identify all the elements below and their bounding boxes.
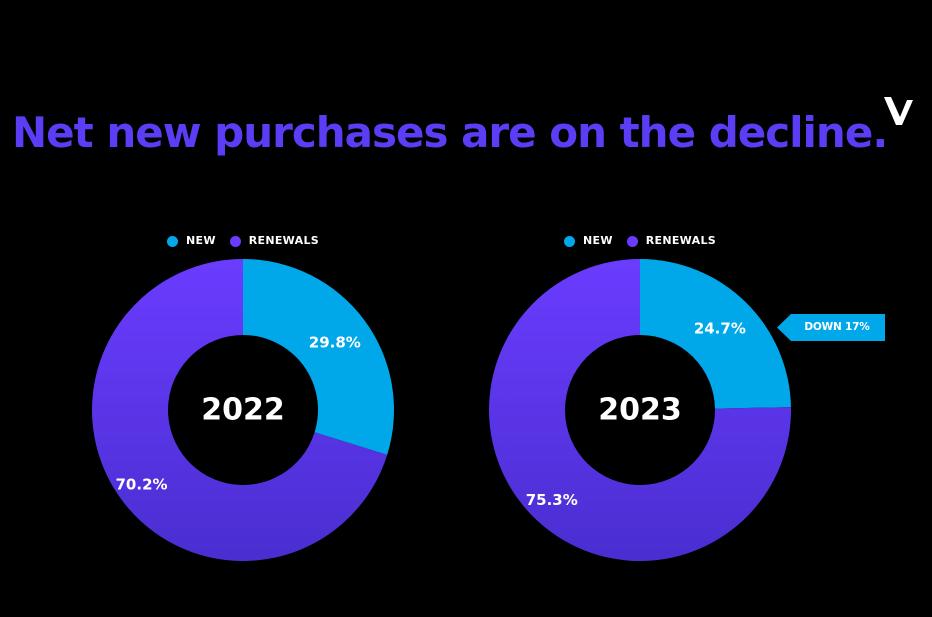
slice-new: [640, 259, 791, 409]
v-logo-icon: [881, 94, 917, 128]
donut-svg: 24.7% 75.3% 2023: [489, 259, 791, 561]
legend-swatch-renewals: [626, 235, 638, 247]
donut-chart-2022: NEW RENEWALS 29.8% 70.2% 2022: [83, 228, 403, 573]
center-year-label: 2022: [201, 393, 285, 428]
slice-renewals: [489, 259, 791, 561]
legend-label-renewals: RENEWALS: [645, 234, 716, 247]
donut-svg: 29.8% 70.2% 2022: [92, 259, 394, 561]
slice-label-new: 29.8%: [309, 333, 361, 351]
chart-legend: NEW RENEWALS: [83, 228, 403, 254]
chart-legend: NEW RENEWALS: [480, 228, 800, 254]
legend-item-new: NEW: [564, 228, 613, 254]
legend-swatch-new: [564, 235, 576, 247]
legend-swatch-renewals: [229, 235, 241, 247]
slice-renewals: [92, 259, 388, 561]
legend-label-new: NEW: [583, 234, 613, 247]
legend-swatch-new: [167, 235, 179, 247]
slice-new: [243, 259, 394, 455]
slice-label-renewals: 70.2%: [116, 476, 168, 494]
legend-label-new: NEW: [186, 234, 216, 247]
callout-text: DOWN 17%: [804, 321, 870, 333]
slice-label-renewals: 75.3%: [526, 491, 578, 509]
legend-item-renewals: RENEWALS: [229, 228, 319, 254]
callout-arrow-shape: [777, 314, 885, 341]
center-year-label: 2023: [598, 393, 682, 428]
down-callout-badge: DOWN 17%: [777, 314, 885, 341]
legend-label-renewals: RENEWALS: [248, 234, 319, 247]
donut-chart-2023: NEW RENEWALS 24.7% 75.3% 2023: [480, 228, 800, 573]
page-title: Net new purchases are on the decline.: [12, 108, 888, 157]
legend-item-new: NEW: [167, 228, 216, 254]
slice-label-new: 24.7%: [694, 320, 746, 338]
legend-item-renewals: RENEWALS: [626, 228, 716, 254]
